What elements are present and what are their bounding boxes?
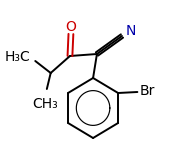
Text: O: O bbox=[65, 20, 76, 34]
Text: Br: Br bbox=[139, 84, 155, 98]
Text: N: N bbox=[126, 24, 136, 38]
Text: H₃C: H₃C bbox=[5, 50, 30, 64]
Text: CH₃: CH₃ bbox=[32, 97, 58, 111]
